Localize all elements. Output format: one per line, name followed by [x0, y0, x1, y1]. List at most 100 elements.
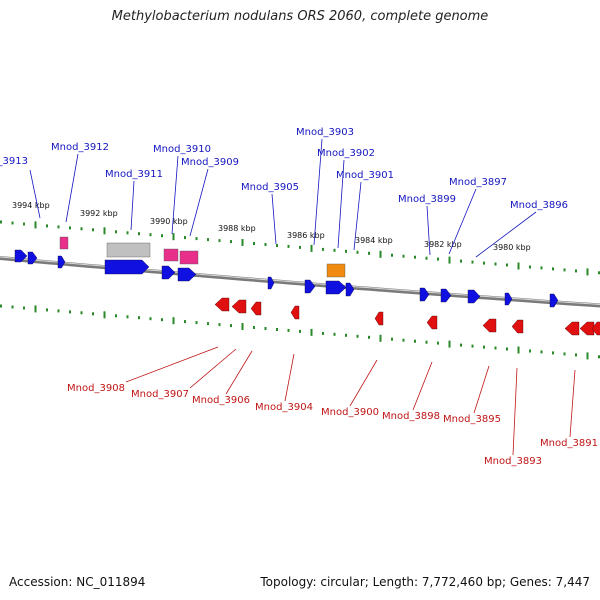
scale-label: 3988 kbp [218, 224, 256, 233]
forward-gene [419, 287, 430, 302]
inner-ruler-tick [333, 332, 336, 336]
reverse-label-leader [284, 353, 295, 402]
forward-label-leader [313, 138, 323, 246]
outer-ruler-tick [230, 240, 232, 244]
reverse-gene [591, 321, 600, 336]
reverse-gene [426, 315, 438, 330]
inner-ruler-tick [379, 334, 382, 342]
outer-ruler-tick [92, 228, 94, 232]
forward-gene [504, 292, 513, 306]
inner-ruler-tick [483, 345, 485, 349]
outer-ruler-tick [598, 271, 600, 275]
outer-ruler-tick [310, 244, 313, 252]
reverse-gene-label: Mnod_3908 [67, 383, 125, 394]
outer-ruler-tick [402, 254, 405, 258]
forward-gene [467, 289, 481, 304]
forward-gene-label: Mnod_3910 [153, 144, 211, 155]
inner-ruler-tick [126, 315, 129, 319]
reverse-gene [511, 319, 524, 334]
reverse-gene-label: Mnod_3891 [540, 438, 598, 449]
reverse-gene-label: Mnod_3907 [131, 389, 189, 400]
forward-gene [325, 280, 347, 295]
inner-ruler-tick [230, 324, 232, 328]
forward-gene-label: Mnod_3913 [0, 156, 28, 167]
inner-ruler-tick [471, 344, 474, 348]
inner-ruler-tick [149, 317, 152, 321]
reverse-gene [564, 321, 580, 336]
outer-ruler-tick [276, 244, 278, 247]
forward-label-leader [171, 155, 179, 235]
inner-ruler-tick [563, 352, 566, 356]
inner-ruler-tick [184, 320, 186, 324]
rna-gene [59, 236, 69, 250]
outer-ruler-tick [299, 245, 301, 249]
inner-ruler-tick [552, 351, 554, 355]
forward-gene-label: Mnod_3905 [241, 182, 299, 193]
reverse-label-leader [412, 361, 433, 411]
forward-label-leader [426, 205, 431, 256]
scale-label: 3990 kbp [150, 217, 188, 226]
outer-ruler-tick [563, 268, 566, 272]
forward-label-leader [130, 180, 135, 231]
inner-ruler-tick [92, 312, 94, 316]
outer-ruler-tick [241, 239, 244, 246]
outer-ruler-tick [264, 243, 267, 246]
outer-ruler-tick [448, 256, 451, 264]
outer-ruler-tick [460, 259, 462, 263]
inner-ruler-tick [264, 327, 267, 330]
forward-gene-label: Mnod_3902 [317, 148, 375, 159]
outer-ruler-tick [494, 262, 497, 266]
reverse-label-leader [569, 369, 576, 438]
inner-ruler-tick [506, 347, 508, 351]
inner-ruler-tick [437, 341, 439, 345]
forward-gene-label: Mnod_3912 [51, 142, 109, 153]
inner-ruler-tick [57, 309, 60, 313]
forward-gene [304, 279, 316, 294]
inner-ruler-tick [598, 355, 600, 359]
inner-ruler-tick [11, 305, 14, 309]
inner-ruler-tick [448, 340, 451, 348]
forward-label-leader [337, 159, 345, 249]
forward-gene-label: Mnod_3899 [398, 194, 456, 205]
forward-gene [57, 255, 66, 269]
outer-ruler-tick [207, 238, 209, 242]
inner-ruler-tick [368, 335, 370, 339]
outer-ruler-tick [322, 247, 324, 251]
outer-ruler-tick [517, 262, 520, 270]
scale-label: 3986 kbp [287, 231, 325, 240]
scale-label: 3994 kbp [12, 201, 50, 210]
forward-gene [14, 249, 28, 263]
inner-ruler-tick [540, 350, 543, 354]
inner-ruler-tick [276, 328, 278, 331]
reverse-label-leader [125, 346, 219, 383]
reverse-gene-label: Mnod_3906 [192, 395, 250, 406]
outer-ruler-tick [471, 260, 474, 264]
reverse-gene [250, 301, 262, 316]
reverse-label-leader [473, 365, 490, 414]
inner-ruler-tick [414, 339, 416, 343]
outer-ruler-tick [184, 236, 186, 240]
outer-ruler-tick [586, 268, 589, 276]
reverse-label-leader [349, 359, 378, 407]
reverse-gene [374, 311, 384, 326]
inner-ruler-tick [310, 328, 313, 336]
outer-ruler-tick [552, 267, 554, 271]
inner-ruler-tick [460, 343, 462, 347]
outer-ruler-tick [115, 230, 117, 234]
inner-ruler-tick [138, 316, 140, 320]
inner-ruler-tick [575, 353, 577, 357]
reverse-gene [579, 321, 595, 336]
genome-title: Methylobacterium nodulans ORS 2060, comp… [111, 9, 489, 24]
outer-ruler-tick [195, 237, 198, 241]
outer-ruler-tick [333, 248, 336, 252]
outer-ruler-tick [529, 265, 531, 269]
inner-ruler-tick [345, 333, 347, 337]
forward-gene [161, 265, 176, 280]
forward-gene [104, 259, 150, 275]
inner-ruler-tick [195, 321, 198, 325]
inner-ruler-tick [34, 305, 37, 313]
forward-gene-label: Mnod_3896 [510, 200, 568, 211]
outer-ruler-tick [437, 257, 439, 261]
scale-label: 3980 kbp [493, 243, 531, 252]
forward-gene-label: Mnod_3897 [449, 177, 507, 188]
